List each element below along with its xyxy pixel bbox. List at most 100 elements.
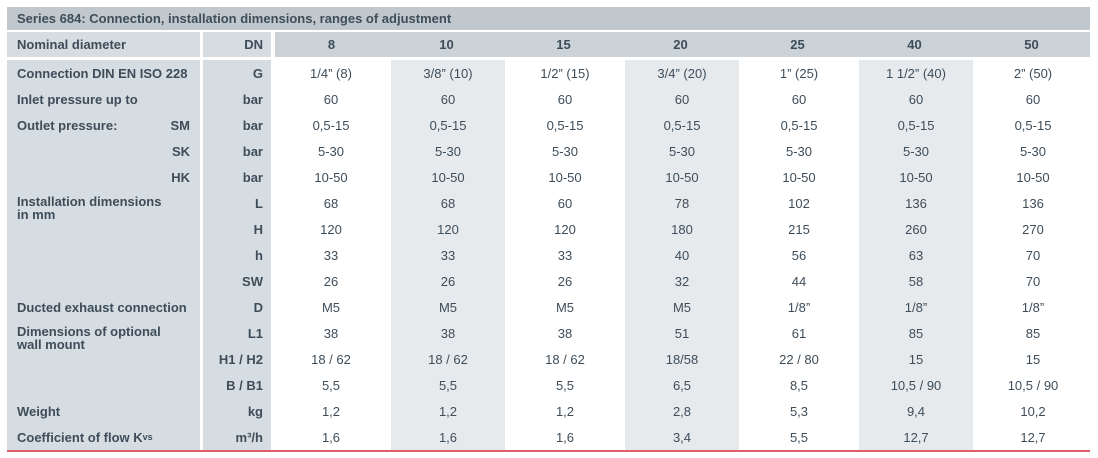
row-unit: H1 / H2 — [200, 346, 271, 372]
cell-value: 10-50 — [622, 164, 739, 190]
row-unit: bar — [200, 164, 271, 190]
cell-value: 12,7 — [973, 424, 1090, 450]
cell-value: 60 — [973, 86, 1090, 112]
cell-value: M5 — [622, 294, 739, 320]
cell-value: M5 — [388, 294, 505, 320]
cell-value: 5,3 — [739, 398, 856, 424]
nominal-diameter-label: Nominal diameter — [7, 32, 200, 60]
cell-value: 38 — [271, 320, 388, 346]
cell-value: 60 — [271, 86, 388, 112]
cell-value: 120 — [505, 216, 622, 242]
row-unit: kg — [200, 398, 271, 424]
row-label: SK — [7, 138, 200, 164]
cell-value: 1/8” — [739, 294, 856, 320]
cell-value: 70 — [973, 268, 1090, 294]
cell-value: 10-50 — [973, 164, 1090, 190]
cell-value: 215 — [739, 216, 856, 242]
cell-value: 270 — [973, 216, 1090, 242]
cell-value: 78 — [622, 190, 739, 216]
cell-value: 61 — [739, 320, 856, 346]
row-label: Weight — [7, 398, 200, 424]
cell-value: 1/4” (8) — [271, 60, 388, 86]
cell-value: 5-30 — [622, 138, 739, 164]
cell-value: 3,4 — [622, 424, 739, 450]
row-label: Dimensions of optional wall mount — [7, 320, 200, 351]
cell-value: 260 — [856, 216, 973, 242]
cell-value: 22 / 80 — [739, 346, 856, 372]
cell-value: 58 — [856, 268, 973, 294]
cell-value: 0,5-15 — [622, 112, 739, 138]
cell-value: 136 — [973, 190, 1090, 216]
cell-value: 40 — [622, 242, 739, 268]
cell-value: 68 — [271, 190, 388, 216]
row-label — [7, 242, 200, 268]
row-label: Inlet pressure up to — [7, 86, 200, 112]
cell-value: 18 / 62 — [271, 346, 388, 372]
row-label-text: Outlet pressure: — [17, 117, 118, 133]
cell-value: 8,5 — [739, 372, 856, 398]
cell-value: 5,5 — [271, 372, 388, 398]
cell-value: 0,5-15 — [973, 112, 1090, 138]
column-header-dn-10: 10 — [388, 32, 505, 60]
row-label: Ducted exhaust connection — [7, 294, 200, 320]
row-label — [7, 216, 200, 242]
cell-value: 102 — [739, 190, 856, 216]
cell-value: 5-30 — [388, 138, 505, 164]
cell-value: 1 1/2” (40) — [856, 60, 973, 86]
cell-value: 1,2 — [271, 398, 388, 424]
row-unit: G — [200, 60, 271, 86]
cell-value: M5 — [271, 294, 388, 320]
row-label-text: Coefficient of flow K — [17, 429, 143, 445]
row-unit: bar — [200, 138, 271, 164]
row-label: Connection DIN EN ISO 228 — [7, 60, 200, 86]
cell-value: 1,6 — [271, 424, 388, 450]
cell-value: 60 — [739, 86, 856, 112]
cell-value: 3/4” (20) — [622, 60, 739, 86]
cell-value: 10,5 / 90 — [856, 372, 973, 398]
cell-value: 0,5-15 — [271, 112, 388, 138]
row-sublabel: SK — [171, 143, 190, 159]
row-unit: bar — [200, 86, 271, 112]
cell-value: 1/8” — [973, 294, 1090, 320]
cell-value: 68 — [388, 190, 505, 216]
row-unit: SW — [200, 268, 271, 294]
row-label: Outlet pressure: SM — [7, 112, 200, 138]
cell-value: 38 — [505, 320, 622, 346]
cell-value: 1,6 — [388, 424, 505, 450]
cell-value: 44 — [739, 268, 856, 294]
row-label — [7, 372, 200, 398]
cell-value: 1,2 — [505, 398, 622, 424]
cell-value: 5,5 — [505, 372, 622, 398]
cell-value: 60 — [856, 86, 973, 112]
column-header-dn-15: 15 — [505, 32, 622, 60]
cell-value: 5,5 — [739, 424, 856, 450]
row-sublabel: SM — [170, 117, 191, 133]
cell-value: 5-30 — [973, 138, 1090, 164]
row-unit: m³/h — [200, 424, 271, 450]
cell-value: 120 — [388, 216, 505, 242]
cell-value: 1,6 — [505, 424, 622, 450]
row-unit: L1 — [200, 320, 271, 346]
column-header-dn-25: 25 — [739, 32, 856, 60]
table-bottom-rule — [7, 450, 1090, 452]
row-unit: L — [200, 190, 271, 216]
cell-value: 10-50 — [271, 164, 388, 190]
column-header-dn-8: 8 — [271, 32, 388, 60]
cell-value: M5 — [505, 294, 622, 320]
column-header-dn-40: 40 — [856, 32, 973, 60]
cell-value: 26 — [505, 268, 622, 294]
cell-value: 0,5-15 — [388, 112, 505, 138]
cell-value: 5-30 — [505, 138, 622, 164]
cell-value: 1/8” — [856, 294, 973, 320]
nominal-diameter-unit: DN — [200, 32, 271, 60]
cell-value: 33 — [388, 242, 505, 268]
column-header-dn-20: 20 — [622, 32, 739, 60]
cell-value: 56 — [739, 242, 856, 268]
cell-value: 1” (25) — [739, 60, 856, 86]
cell-value: 26 — [388, 268, 505, 294]
cell-value: 0,5-15 — [739, 112, 856, 138]
cell-value: 63 — [856, 242, 973, 268]
cell-value: 85 — [856, 320, 973, 346]
row-unit: D — [200, 294, 271, 320]
